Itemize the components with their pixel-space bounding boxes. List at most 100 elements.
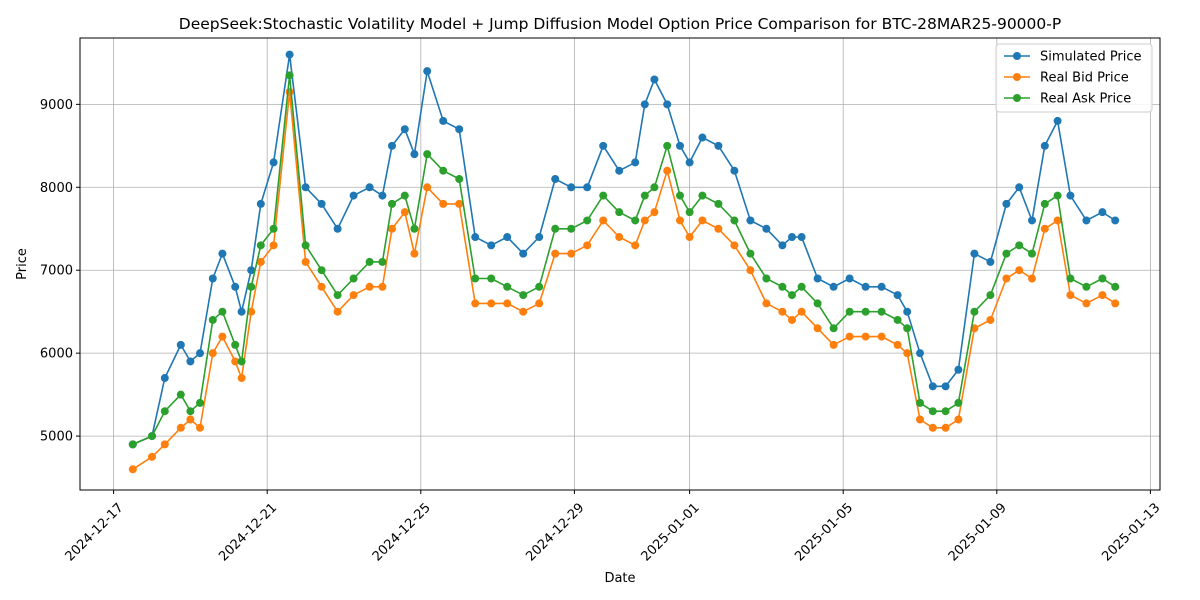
data-point [1111,299,1120,308]
data-point [928,382,937,391]
data-point [829,340,838,349]
data-point [845,307,854,316]
data-point [1066,291,1075,300]
data-point [762,299,771,308]
data-point [423,183,432,192]
data-point [676,191,684,200]
data-point [218,332,227,341]
data-point [813,299,822,308]
data-point [640,216,649,225]
data-point [1040,199,1049,208]
data-point [877,332,886,341]
data-point [877,282,886,291]
data-point [986,291,995,300]
data-point [535,282,544,291]
data-point [1015,241,1024,250]
data-point [615,208,624,217]
data-point [954,398,963,407]
data-point [208,349,217,358]
data-point [455,174,464,183]
data-point [317,266,326,275]
data-point [301,183,310,192]
data-point [941,382,950,391]
data-point [1028,274,1036,283]
data-point [714,224,723,233]
data-point [535,233,544,242]
data-point [410,249,419,258]
data-point [455,199,464,208]
data-point [778,282,787,291]
y-tick-label: 8000 [40,181,73,196]
data-point [1082,216,1091,225]
data-point [1082,299,1091,308]
data-point [928,423,937,432]
data-point [237,307,246,316]
data-point [631,216,640,225]
data-point [829,282,838,291]
data-point [349,274,358,283]
data-point [237,374,246,383]
data-point [663,100,672,109]
data-point [631,158,640,167]
data-point [845,274,854,283]
data-point [788,233,796,242]
data-point [730,166,739,175]
data-point [730,216,739,225]
data-point [148,432,156,441]
data-point [650,75,659,84]
data-point [746,216,755,225]
data-point [861,332,870,341]
data-point [1053,216,1062,225]
data-point [186,357,195,366]
data-point [503,282,512,291]
x-axis-label: Date [604,571,635,586]
data-point [231,357,240,366]
legend-item: Real Ask Price [1004,92,1131,107]
data-point [650,183,659,192]
data-point [410,224,419,233]
data-point [714,199,723,208]
data-point [551,249,560,258]
data-point [970,249,979,258]
data-point [903,307,912,316]
data-point [986,257,995,266]
data-point [176,423,185,432]
data-point [439,199,448,208]
data-point [829,324,838,333]
data-point [663,166,672,175]
data-point [698,133,707,142]
y-tick-label: 6000 [40,347,73,362]
data-point [797,233,806,242]
data-point [333,291,342,300]
data-point [196,398,204,407]
y-axis-label: Price [15,248,30,280]
data-point [301,257,310,266]
data-point [551,224,560,233]
data-point [551,174,560,183]
data-point [1002,199,1011,208]
data-point [599,141,608,150]
data-point [730,241,739,250]
data-point [519,307,528,316]
data-point [388,199,396,208]
data-point [503,299,512,308]
chart-title: DeepSeek:Stochastic Volatility Model + J… [179,15,1061,33]
data-point [1066,191,1075,200]
data-point [247,282,256,291]
data-point [487,274,496,283]
data-point [349,191,358,200]
legend-box [995,43,1153,113]
data-point [176,340,185,349]
data-point [519,291,528,300]
grid-lines [80,38,1160,490]
data-point [378,191,387,200]
data-point [176,390,185,399]
data-point [1028,249,1036,258]
data-point [400,208,409,217]
data-point [423,67,432,76]
data-point [685,233,694,242]
data-point [269,224,278,233]
data-point [797,282,806,291]
data-point [663,141,672,150]
data-point [186,415,195,424]
